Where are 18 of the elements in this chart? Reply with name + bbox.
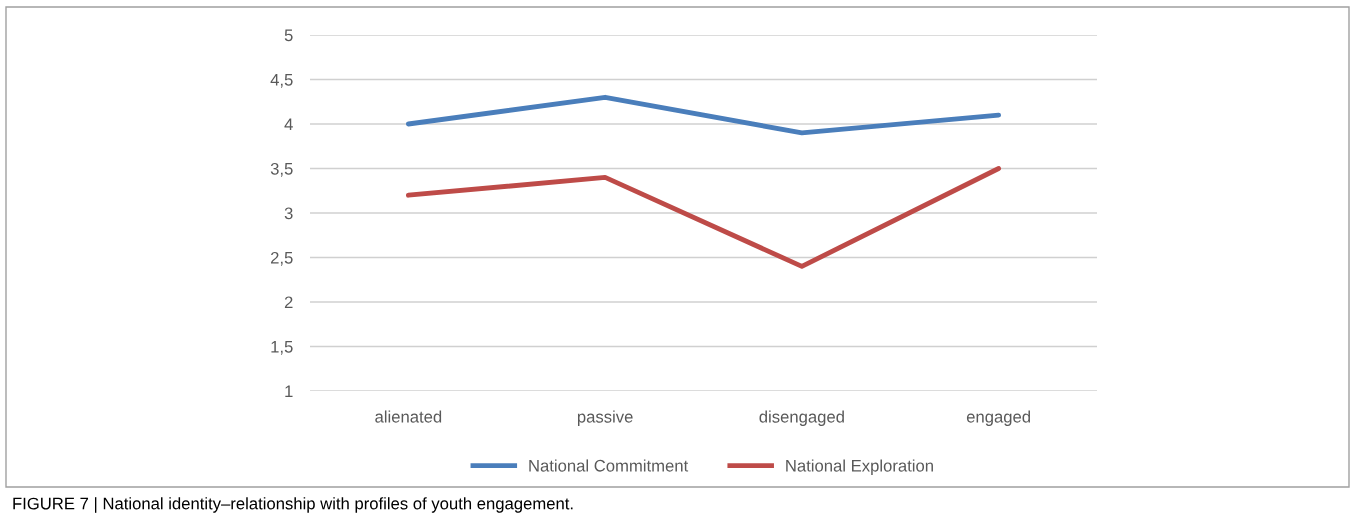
y-tick-label: 3,5	[270, 162, 293, 177]
y-tick-label: 2	[284, 296, 293, 309]
y-tick-label: 4,5	[270, 74, 293, 88]
x-tick-label: engaged	[966, 410, 1030, 426]
legend-label: National Commitment	[529, 459, 689, 472]
caption: FIGURE 7 | National identity–relationship with profiles of youth engagement.	[13, 497, 573, 513]
y-tick-label: 2,5	[271, 251, 293, 266]
line-series	[405, 166, 1002, 269]
x-tick-label: alienated	[375, 410, 442, 423]
y-tick-label: 3	[284, 207, 293, 220]
y-tick-label: 1	[285, 385, 293, 398]
y-tick-label: 1,5	[271, 341, 293, 355]
line-series	[405, 94, 1002, 136]
y-tick-label: 5	[284, 29, 293, 42]
legend-label: National Exploration	[786, 459, 933, 475]
y-tick-label: 4	[284, 118, 293, 131]
x-tick-label: passive	[577, 410, 633, 426]
x-tick-label: disengaged	[759, 410, 844, 426]
